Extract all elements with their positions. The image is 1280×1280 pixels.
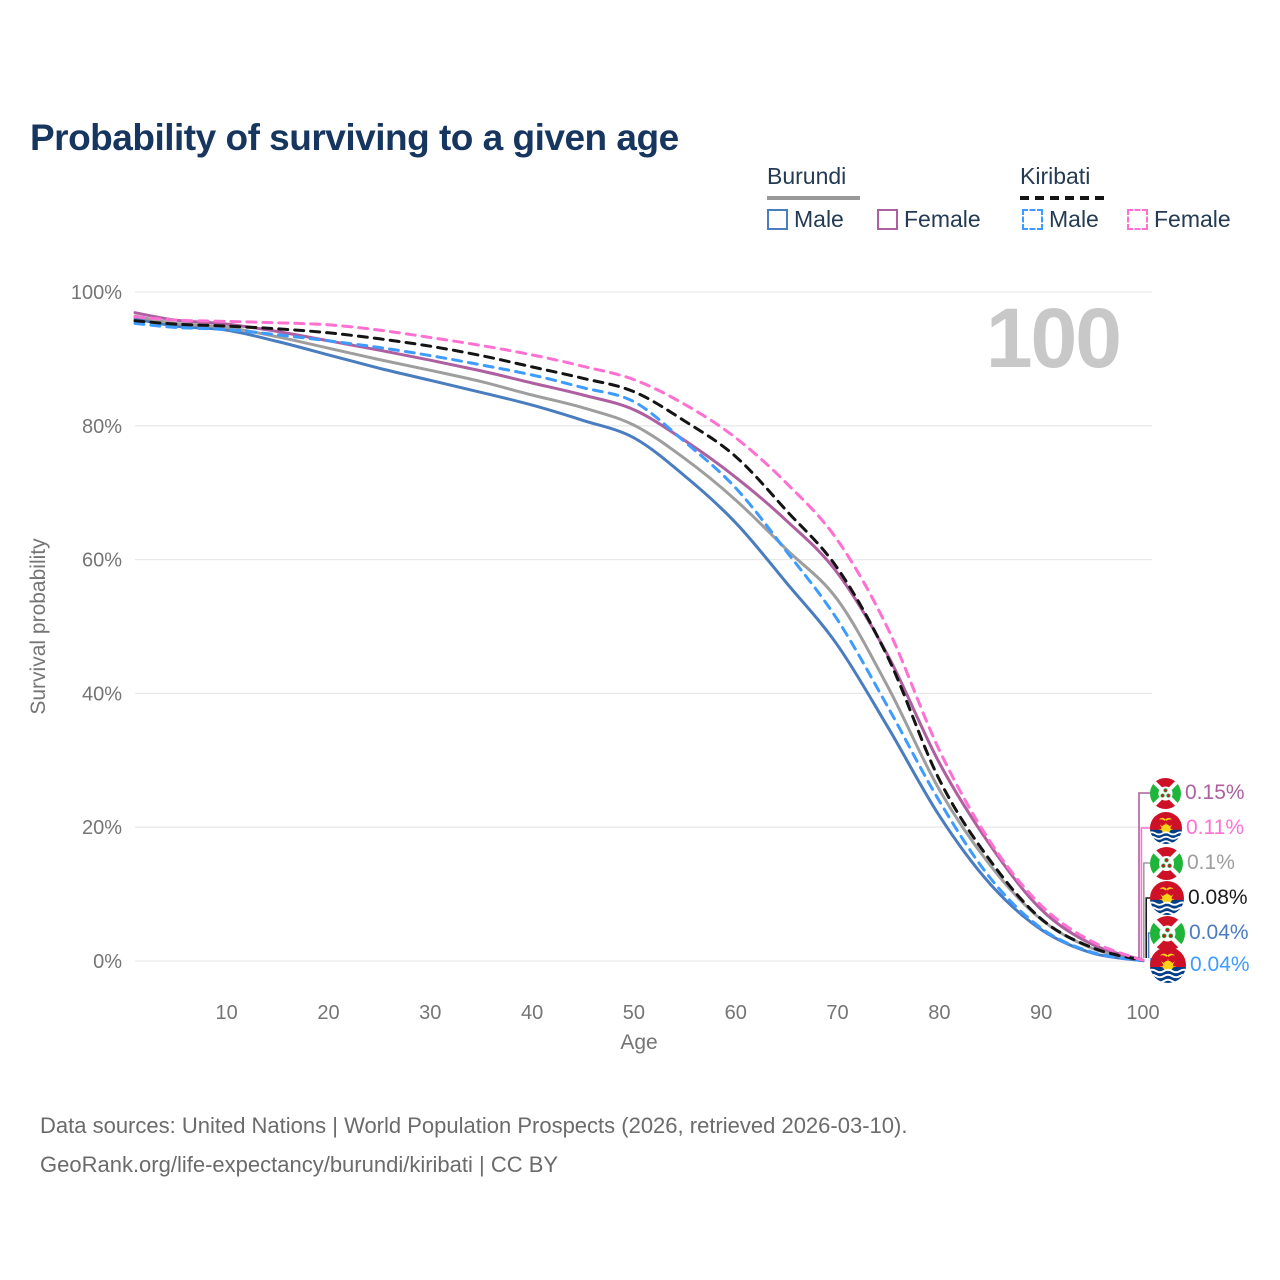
legend-item-label: Male <box>794 206 844 232</box>
burundi-flag-icon <box>1150 846 1183 880</box>
burundi-flag-icon <box>1150 915 1185 951</box>
end-label-row: 0.08% <box>1150 881 1248 915</box>
kiribati-male-swatch <box>1022 209 1043 230</box>
kiribati-flag-icon <box>1150 881 1184 915</box>
legend-group-burundi: Burundi <box>767 163 847 189</box>
burundi-female-swatch <box>877 209 898 230</box>
legend-group-kiribati: Kiribati <box>1020 163 1091 189</box>
chart-legend: Burundi Kiribati Male Female Male Female <box>0 160 1280 240</box>
end-label-connector <box>1145 897 1150 958</box>
y-tick-label: 60% <box>82 550 122 572</box>
kiribati-flag-icon <box>1150 812 1182 844</box>
legend-item-label: Female <box>1154 206 1231 232</box>
y-tick-label: 20% <box>82 817 122 839</box>
footer-sources: Data sources: United Nations | World Pop… <box>40 1113 908 1138</box>
series-line-kiribati-male <box>133 321 1145 963</box>
end-label-connector <box>1138 792 1150 958</box>
end-label-row: 0.11% <box>1150 812 1244 844</box>
legend-item-kiribati-female[interactable]: Female <box>1127 206 1231 233</box>
series-line-burundi-male <box>133 317 1145 963</box>
y-tick-label: 0% <box>93 951 122 973</box>
series-line-kiribati-female <box>133 315 1145 962</box>
x-tick-label: 10 <box>216 1002 238 1024</box>
legend-item-burundi-female[interactable]: Female <box>877 206 981 233</box>
x-tick-label: 90 <box>1030 1002 1052 1024</box>
y-tick-label: 100% <box>71 282 122 304</box>
end-label-connector <box>1143 862 1150 958</box>
x-tick-label: 30 <box>419 1002 441 1024</box>
x-tick-label: 70 <box>826 1002 848 1024</box>
end-label-value: 0.04% <box>1190 953 1250 976</box>
end-label-row: 0.04% <box>1150 915 1249 951</box>
end-label-row: 0.1% <box>1150 846 1235 880</box>
footer: Data sources: United Nations | World Pop… <box>40 1106 907 1184</box>
kiribati-flag-icon <box>1150 947 1186 983</box>
page-title: Probability of surviving to a given age <box>30 116 679 158</box>
series-line-kiribati-both <box>133 319 1145 962</box>
legend-item-label: Female <box>904 206 981 232</box>
x-tick-label: 100 <box>1126 1002 1159 1024</box>
y-axis-title: Survival probability <box>27 538 50 715</box>
end-label-row: 0.04% <box>1150 947 1250 983</box>
kiribati-female-swatch <box>1127 209 1148 230</box>
end-label-value: 0.15% <box>1185 781 1245 804</box>
series-line-burundi-both <box>133 314 1145 962</box>
hover-age-watermark: 100 <box>985 291 1122 385</box>
legend-burundi-line-sample <box>767 196 860 200</box>
y-tick-label: 80% <box>82 416 122 438</box>
x-tick-label: 40 <box>521 1002 543 1024</box>
x-tick-label: 80 <box>928 1002 950 1024</box>
legend-item-burundi-male[interactable]: Male <box>767 206 844 233</box>
end-label-value: 0.1% <box>1187 851 1235 874</box>
x-tick-label: 60 <box>725 1002 747 1024</box>
legend-item-kiribati-male[interactable]: Male <box>1022 206 1099 233</box>
burundi-flag-icon <box>1150 777 1181 809</box>
end-label-row: 0.15% <box>1150 777 1245 809</box>
end-label-connector <box>1140 827 1150 958</box>
y-tick-label: 40% <box>82 683 122 705</box>
x-tick-label: 20 <box>317 1002 339 1024</box>
burundi-male-swatch <box>767 209 788 230</box>
series-line-burundi-female <box>133 311 1145 962</box>
end-label-connector <box>1147 932 1150 958</box>
footer-attribution: GeoRank.org/life-expectancy/burundi/kiri… <box>40 1152 559 1177</box>
legend-kiribati-line-sample <box>1020 196 1108 200</box>
x-axis-title: Age <box>620 1031 657 1054</box>
x-tick-label: 50 <box>623 1002 645 1024</box>
end-label-value: 0.04% <box>1189 921 1249 944</box>
legend-item-label: Male <box>1049 206 1099 232</box>
end-label-value: 0.08% <box>1188 886 1248 909</box>
end-label-value: 0.11% <box>1186 816 1244 839</box>
